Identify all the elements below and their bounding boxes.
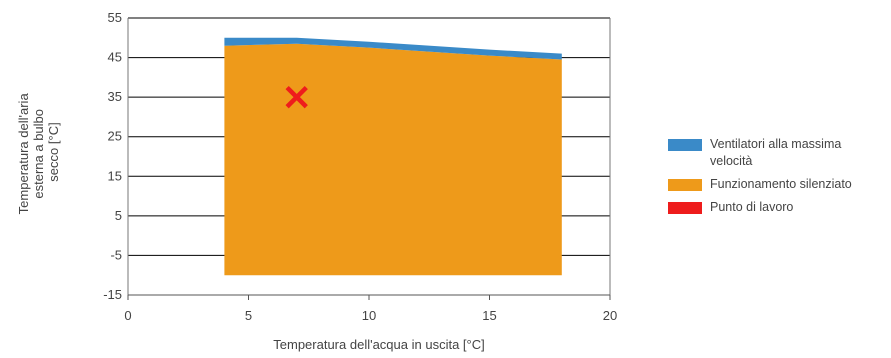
work-point-stroke-b bbox=[285, 85, 308, 109]
y-tick-label--15: -15 bbox=[103, 287, 122, 302]
y-tick-label-45: 45 bbox=[108, 50, 122, 65]
legend-item-work-point: Punto di lavoro bbox=[668, 199, 888, 216]
legend: Ventilatori alla massima velocità Funzio… bbox=[668, 136, 888, 222]
y-tick-label-25: 25 bbox=[108, 129, 122, 144]
x-tick-label-5: 5 bbox=[245, 308, 252, 323]
chart-areas bbox=[224, 37, 562, 276]
legend-item-silent-mode: Funzionamento silenziato bbox=[668, 176, 888, 193]
y-tick-label-5: 5 bbox=[115, 208, 122, 223]
y-axis-title-line-2: esterna a bulbo bbox=[31, 109, 46, 199]
x-axis-title: Temperatura dell'acqua in uscita [°C] bbox=[273, 337, 484, 352]
chart-points bbox=[285, 85, 308, 109]
legend-swatch-silent-mode bbox=[668, 179, 702, 191]
x-tick-labels: 0 5 10 15 20 bbox=[124, 295, 617, 323]
x-tick-label-0: 0 bbox=[124, 308, 131, 323]
legend-label-fans-max: Ventilatori alla massima velocità bbox=[710, 137, 842, 168]
area-silent-mode bbox=[224, 43, 562, 276]
legend-label-work-point: Punto di lavoro bbox=[710, 200, 794, 214]
y-tick-label-35: 35 bbox=[108, 89, 122, 104]
y-axis-title: Temperatura dell'aria esterna a bulbo se… bbox=[16, 90, 61, 215]
area-fans-max bbox=[224, 37, 562, 60]
y-tick-label--5: -5 bbox=[110, 247, 122, 262]
work-point-marker bbox=[285, 85, 308, 109]
legend-swatch-work-point bbox=[668, 202, 702, 214]
y-axis-title-line-1: Temperatura dell'aria bbox=[16, 93, 31, 215]
legend-swatch-fans-max bbox=[668, 139, 702, 151]
legend-label-silent-mode: Funzionamento silenziato bbox=[710, 177, 852, 191]
y-tick-label-15: 15 bbox=[108, 168, 122, 183]
y-axis-title-line-3: secco [°C] bbox=[46, 122, 61, 181]
y-tick-label-55: 55 bbox=[108, 10, 122, 25]
x-tick-label-15: 15 bbox=[482, 308, 496, 323]
x-tick-label-20: 20 bbox=[603, 308, 617, 323]
y-tick-labels: 55 45 35 25 15 5 -5 -15 bbox=[103, 10, 122, 302]
x-tick-label-10: 10 bbox=[362, 308, 376, 323]
legend-item-fans-max: Ventilatori alla massima velocità bbox=[668, 136, 888, 170]
